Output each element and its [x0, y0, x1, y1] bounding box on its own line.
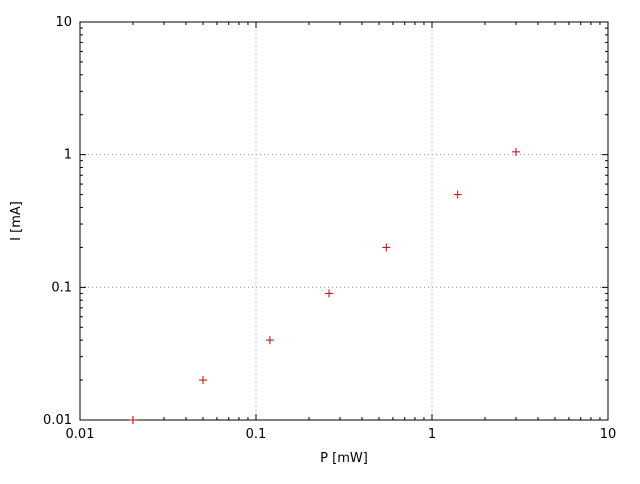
tick-layer [79, 21, 609, 421]
data-point-marker [325, 289, 334, 298]
data-point-marker [199, 376, 208, 385]
x-tick-label: 1 [428, 427, 436, 442]
y-tick-label: 0.01 [43, 413, 72, 428]
data-point-marker [382, 243, 391, 252]
y-tick-label: 10 [55, 15, 72, 30]
data-point-layer [128, 147, 520, 424]
y-axis-label: I [mA] [9, 201, 24, 241]
data-point-marker [453, 190, 462, 199]
x-axis-label: P [mW] [320, 451, 368, 466]
plot-border [79, 21, 609, 421]
x-tick-label: 0.01 [66, 427, 95, 442]
tick-label-layer: 0.010.01 0.1 0.1 1 1 10 10 [43, 15, 616, 442]
x-tick-label: 10 [600, 427, 617, 442]
y-tick-label: 1 [64, 148, 72, 163]
x-tick-label: 0.1 [246, 427, 267, 442]
y-tick-label: 0.1 [51, 280, 72, 295]
data-point-marker [265, 336, 274, 345]
data-point-marker [128, 416, 137, 424]
grid-layer [80, 22, 608, 420]
data-point-marker [511, 147, 520, 156]
